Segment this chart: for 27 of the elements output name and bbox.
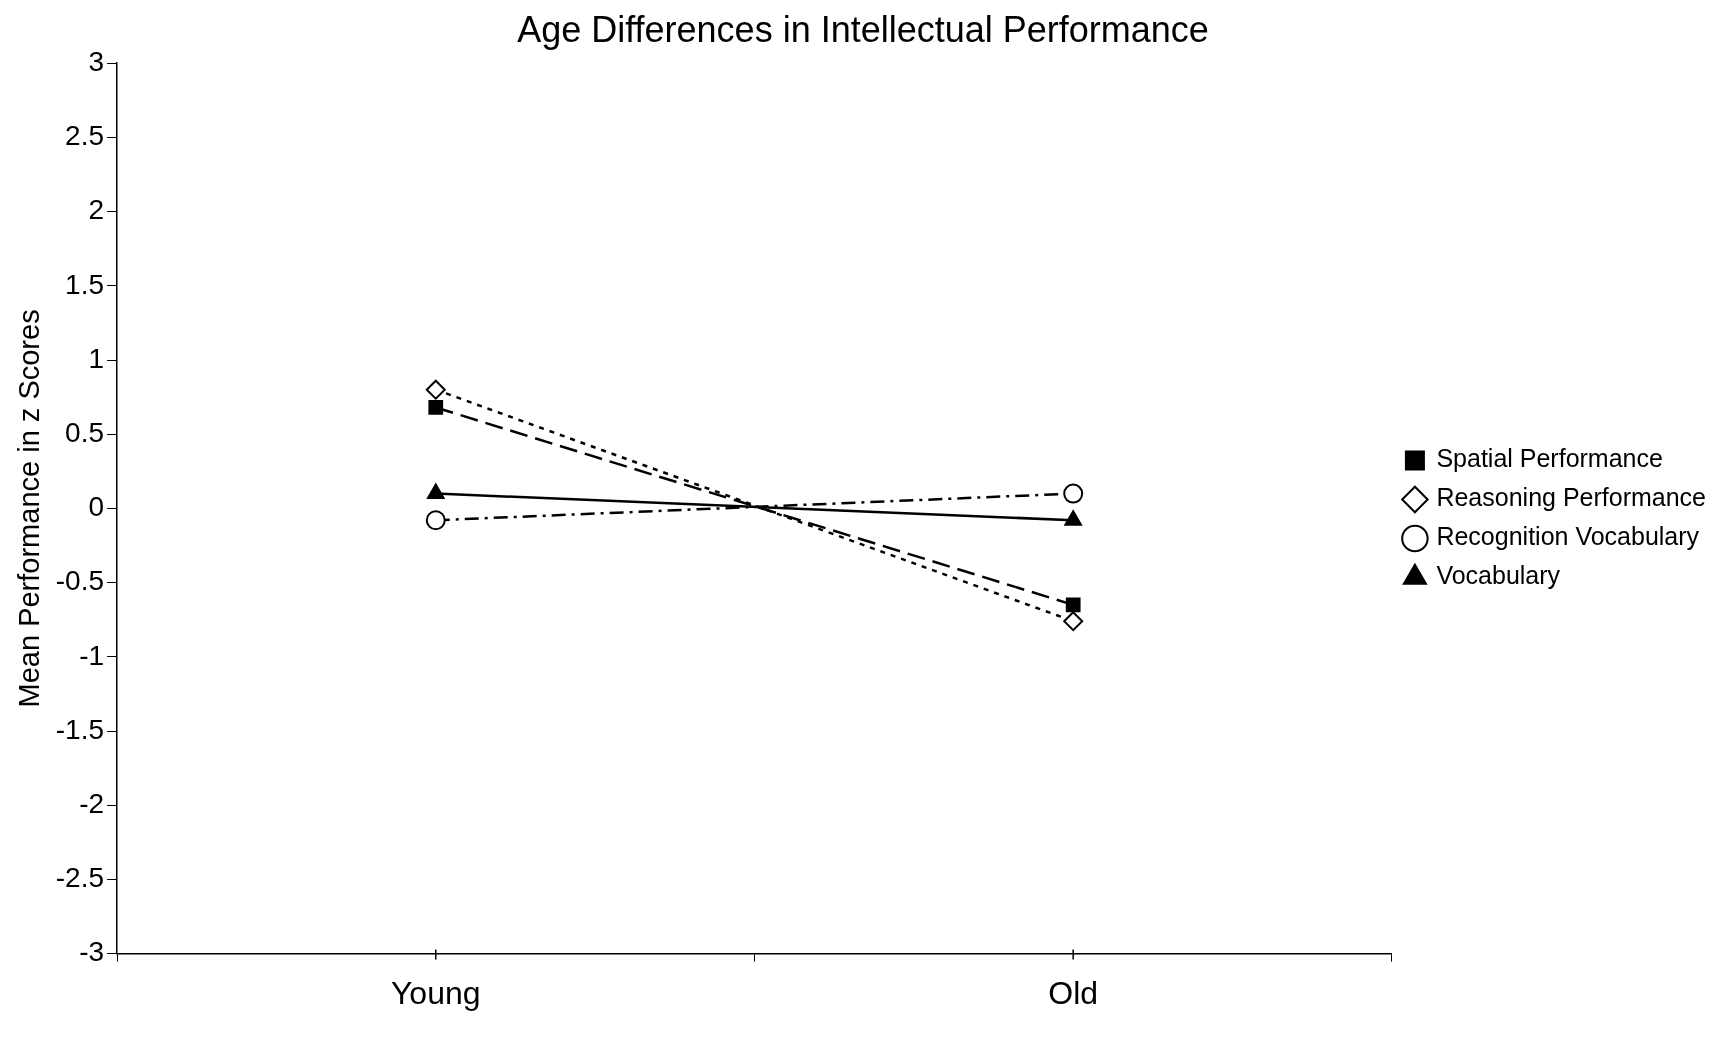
y-tick-label: -1 [79, 639, 105, 671]
y-tick-label: 3 [88, 45, 105, 77]
y-tick-label: -2.5 [55, 862, 105, 894]
legend-label: Vocabulary [1436, 561, 1561, 590]
legend-label: Recognition Vocabulary [1436, 522, 1700, 551]
point [1063, 611, 1084, 632]
y-tick-label: -3 [79, 936, 105, 968]
y-tick-label: 2 [88, 194, 105, 226]
y-tick-label: 0.5 [65, 416, 105, 448]
x-tick-label: Old [1048, 974, 1099, 1011]
y-tick-label: 2.5 [65, 120, 105, 152]
x-tick-label: Young [390, 974, 481, 1011]
y-axis-title: Mean Performance in z Scores [13, 309, 46, 708]
legend-label: Spatial Performance [1436, 444, 1663, 473]
y-tick-label: -1.5 [55, 713, 105, 745]
y-tick-label: 0 [88, 491, 105, 523]
y-tick-label: 1.5 [65, 268, 105, 300]
y-tick-label: -2 [79, 787, 105, 819]
point [425, 379, 446, 400]
point [1063, 483, 1084, 504]
point [425, 510, 446, 531]
chart-title: Age Differences in Intellectual Performance [517, 8, 1209, 50]
y-tick-label: 1 [88, 342, 105, 374]
point [1065, 597, 1081, 613]
point [428, 400, 444, 415]
y-tick-label: -0.5 [55, 565, 105, 597]
legend-label: Reasoning Performance [1436, 483, 1706, 512]
